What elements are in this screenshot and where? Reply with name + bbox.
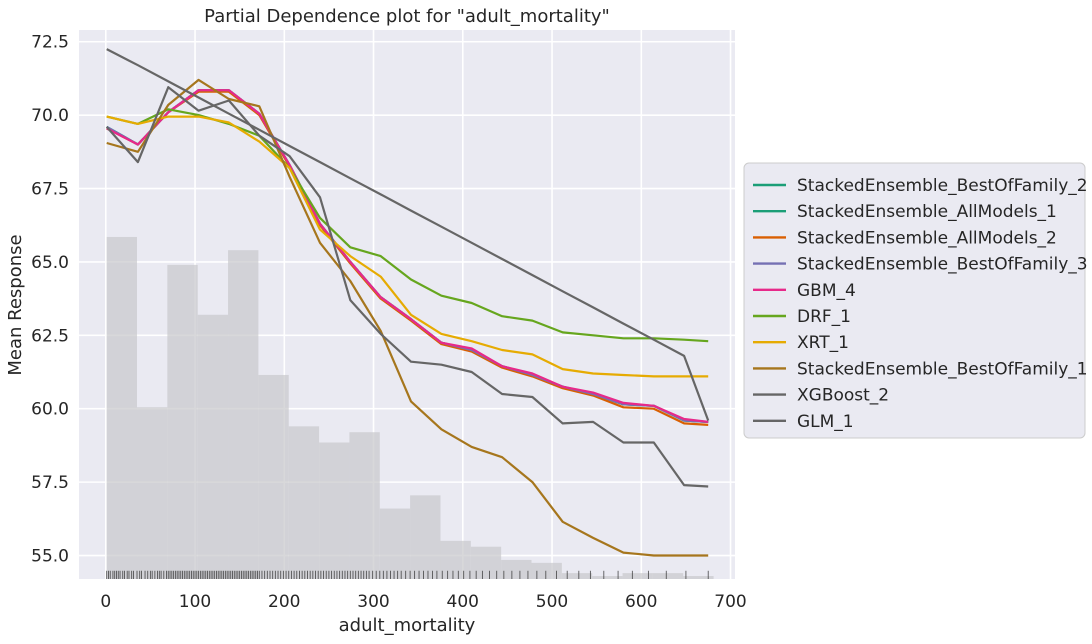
y-tick-label: 67.5 [31,180,69,200]
histogram-bar-11 [440,540,471,579]
legend-label-7: StackedEnsemble_BestOfFamily_1 [797,359,1088,379]
y-tick-label: 62.5 [31,326,69,346]
legend-label-5: DRF_1 [797,307,851,327]
histogram-bar-9 [379,508,411,579]
histogram-bar-0 [106,236,138,579]
y-tick-label: 55.0 [31,547,69,567]
legend-label-9: GLM_1 [797,412,854,432]
x-tick-labels: 0 100 200 300 400 500 600 700 [100,592,746,612]
x-tick-label: 600 [625,592,657,612]
histogram-bar-19 [683,576,714,579]
series-line-8 [105,86,709,488]
series-line-7 [106,78,709,557]
y-tick-label: 60.0 [31,400,69,420]
legend-label-6: XRT_1 [797,333,849,353]
histogram-bar-6 [288,426,320,579]
x-tick-label: 700 [714,592,746,612]
x-tick-label: 100 [179,592,211,612]
legend-box [743,162,1086,439]
y-tick-labels: 55.0 57.5 60.0 62.5 65.0 67.5 70.0 72.5 [31,33,69,567]
series-line-9 [106,48,710,421]
histogram-bar-18 [652,573,684,579]
series-line-4 [106,89,709,423]
rug-ticks [106,570,709,579]
histogram-bar-8 [349,432,380,579]
legend: StackedEnsemble_BestOfFamily_2 StackedEns… [743,162,1088,439]
y-axis-label: Mean Response [5,234,26,375]
histogram-bar-5 [258,374,289,579]
histogram-bar-2 [167,264,198,579]
histogram-bar-1 [137,407,168,579]
histogram-bar-16 [592,576,623,579]
legend-items: StackedEnsemble_BestOfFamily_2 StackedEns… [753,176,1088,432]
x-axis-label: adult_mortality [339,615,476,636]
legend-label-3: StackedEnsemble_BestOfFamily_3 [797,255,1088,275]
legend-label-8: XGBoost_2 [797,386,889,406]
x-tick-label: 300 [357,592,389,612]
y-tick-label: 72.5 [31,33,69,53]
y-tick-label: 70.0 [31,106,69,126]
histogram-bar-17 [622,573,653,579]
histogram-bar-7 [319,442,350,579]
series-lines [105,48,710,557]
histogram-bar-13 [501,559,532,579]
chart-title: Partial Dependence plot for "adult_morta… [204,6,610,27]
legend-label-0: StackedEnsemble_BestOfFamily_2 [797,176,1088,196]
histogram-bars [106,236,714,579]
histogram-bar-14 [531,562,562,579]
x-tick-label: 400 [447,592,479,612]
histogram-bar-15 [561,573,593,579]
x-tick-label: 200 [268,592,300,612]
x-tick-label: 500 [536,592,568,612]
series-line-6 [106,115,709,378]
histogram-bar-4 [228,250,259,579]
histogram-bar-3 [197,314,229,579]
legend-label-4: GBM_4 [797,281,856,301]
series-line-2 [106,90,709,426]
legend-label-1: StackedEnsemble_AllModels_1 [797,202,1057,222]
y-tick-label: 57.5 [31,473,69,493]
legend-label-2: StackedEnsemble_AllModels_2 [797,228,1057,248]
x-tick-label: 0 [100,592,111,612]
histogram-bar-10 [410,495,441,579]
y-tick-label: 65.0 [31,253,69,273]
